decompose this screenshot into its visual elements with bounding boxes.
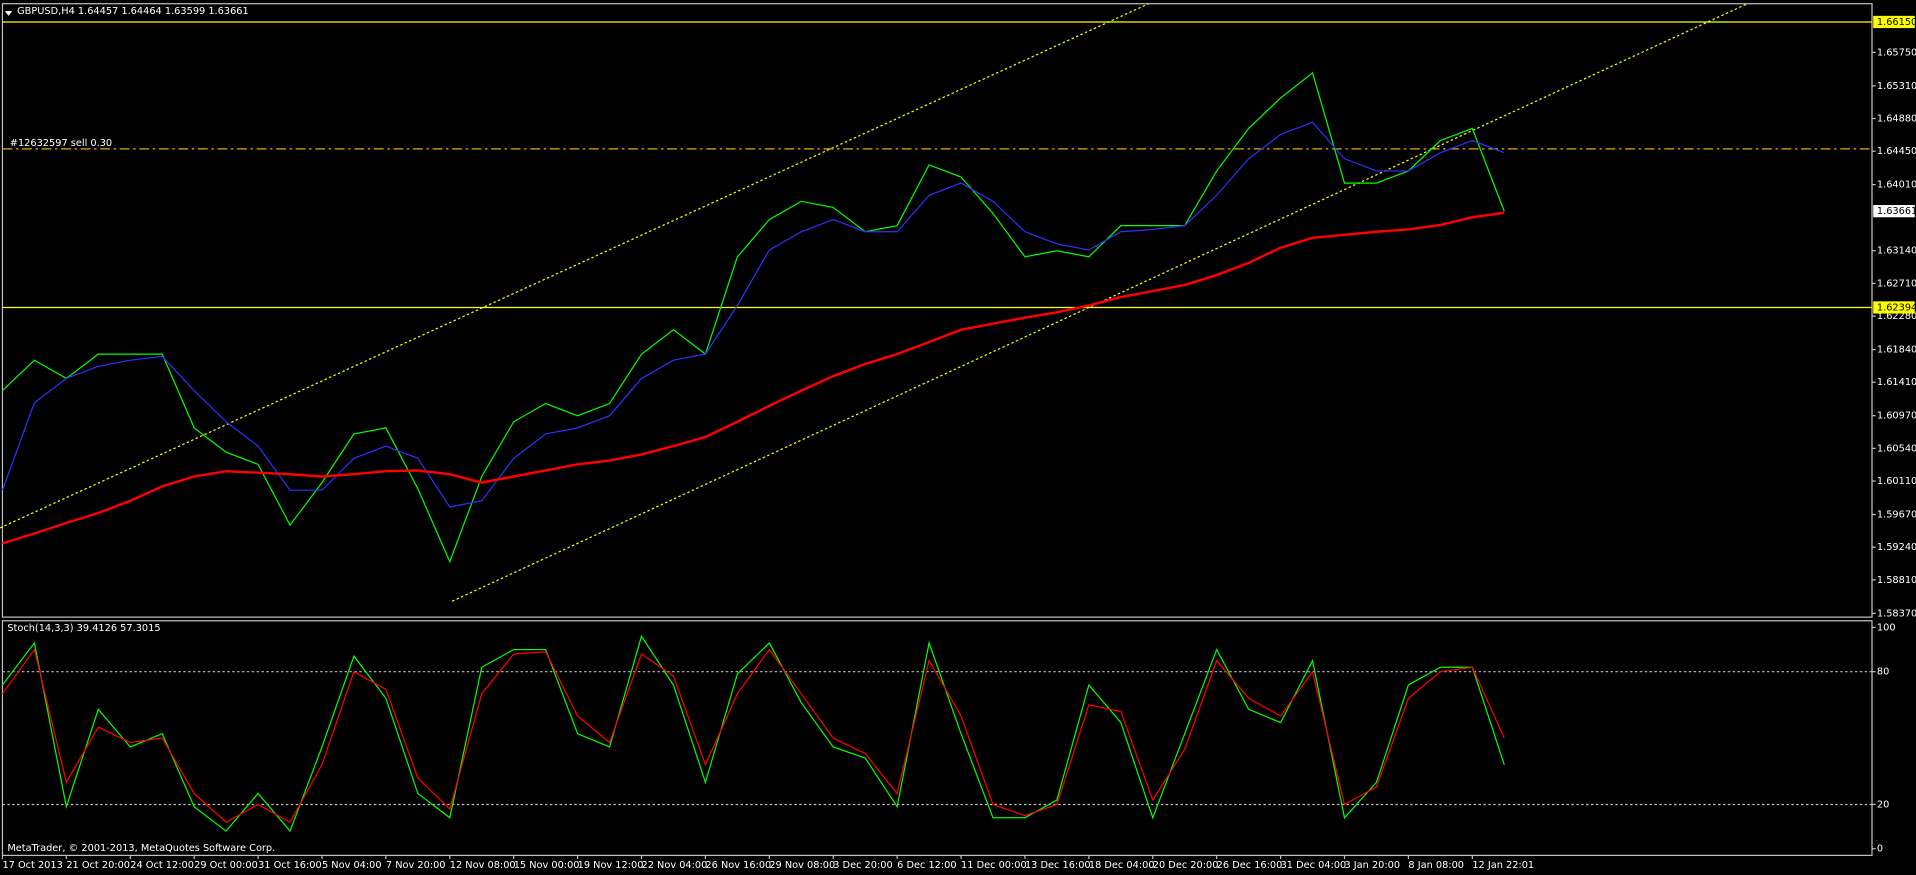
price-label-box <box>1873 301 1915 314</box>
x-tick-label: 24 Oct 12:00 <box>130 860 194 871</box>
x-tick-label: 31 Oct 16:00 <box>258 860 322 871</box>
x-tick-label: 31 Dec 04:00 <box>1281 860 1347 871</box>
x-tick-label: 22 Nov 04:00 <box>642 860 708 871</box>
y-tick-label: 1.62280 <box>1877 311 1916 322</box>
x-tick-label: 26 Dec 16:00 <box>1217 860 1283 871</box>
stoch-panel-frame <box>1 620 1873 857</box>
price-label-box <box>1873 15 1915 29</box>
x-tick-label: 7 Nov 20:00 <box>386 860 446 871</box>
current-price-box <box>1873 205 1915 218</box>
y-tick-label: 1.63140 <box>1877 246 1916 257</box>
x-tick-label: 26 Nov 16:00 <box>705 860 771 871</box>
order-label: #12632597 sell 0.30 <box>10 138 112 149</box>
y-tick-label: 1.60110 <box>1877 476 1916 487</box>
y-tick-label: 1.65310 <box>1877 81 1916 92</box>
x-tick-label: 17 Oct 2013 <box>2 860 62 871</box>
x-tick-label: 12 Jan 22:01 <box>1472 860 1534 871</box>
y-tick-label: 1.58810 <box>1877 575 1916 586</box>
series-line <box>2 211 1505 545</box>
series-line <box>1 121 1505 508</box>
x-tick-label: 29 Nov 08:00 <box>769 860 835 871</box>
x-tick-label: 18 Dec 04:00 <box>1089 860 1155 871</box>
channel-lower <box>451 3 1748 602</box>
footer: MetaTrader, © 2001-2013, MetaQuotes Soft… <box>7 843 275 854</box>
y-tick-label: 20 <box>1877 799 1889 810</box>
y-tick-label: 1.58370 <box>1877 608 1916 619</box>
y-tick-label: 1.61840 <box>1877 345 1916 356</box>
series-line <box>2 71 1505 564</box>
y-tick-label: 1.64880 <box>1877 113 1916 124</box>
x-tick-label: 20 Dec 20:00 <box>1153 860 1219 871</box>
x-tick-label: 13 Dec 16:00 <box>1025 860 1091 871</box>
x-tick-label: 3 Jan 20:00 <box>1344 860 1400 871</box>
y-tick-label: 1.64010 <box>1877 180 1916 191</box>
price-label: 1.66150 <box>1877 17 1916 28</box>
stoch-title: Stoch(14,3,3) 39.4126 57.3015 <box>7 623 160 634</box>
price-label: 1.62394 <box>1877 302 1916 313</box>
current-price-label: 1.63661 <box>1877 206 1916 217</box>
x-tick-label: 5 Nov 04:00 <box>322 860 382 871</box>
y-tick-label: 80 <box>1877 667 1889 678</box>
x-tick-label: 19 Nov 12:00 <box>578 860 644 871</box>
y-tick-label: 1.59240 <box>1877 542 1916 553</box>
x-tick-label: 11 Dec 00:00 <box>961 860 1027 871</box>
x-tick-label: 15 Nov 00:00 <box>514 860 580 871</box>
x-tick-label: 3 Dec 20:00 <box>833 860 892 871</box>
y-tick-label: 0 <box>1877 844 1883 855</box>
x-tick-label: 29 Oct 00:00 <box>194 860 258 871</box>
series-line <box>1 648 1505 824</box>
y-tick-label: 100 <box>1877 622 1896 633</box>
x-tick-label: 21 Oct 20:00 <box>66 860 130 871</box>
channel-upper <box>0 3 1149 529</box>
y-tick-label: 1.60970 <box>1877 411 1916 422</box>
y-tick-label: 1.61410 <box>1877 377 1916 388</box>
series-line <box>1 634 1505 833</box>
y-tick-label: 1.62710 <box>1877 278 1916 289</box>
x-tick-label: 12 Nov 08:00 <box>450 860 516 871</box>
x-tick-label: 6 Dec 12:00 <box>897 860 956 871</box>
y-tick-label: 1.59670 <box>1877 510 1916 521</box>
main-panel-frame <box>1 3 1873 618</box>
menu-arrow <box>4 11 13 16</box>
y-tick-label: 1.60540 <box>1877 443 1916 454</box>
y-tick-label: 1.64450 <box>1877 146 1916 157</box>
y-tick-label: 1.65750 <box>1877 47 1916 58</box>
chart-title: GBPUSD,H4 1.64457 1.64464 1.63599 1.6366… <box>17 6 249 17</box>
x-tick-label: 8 Jan 08:00 <box>1408 860 1464 871</box>
